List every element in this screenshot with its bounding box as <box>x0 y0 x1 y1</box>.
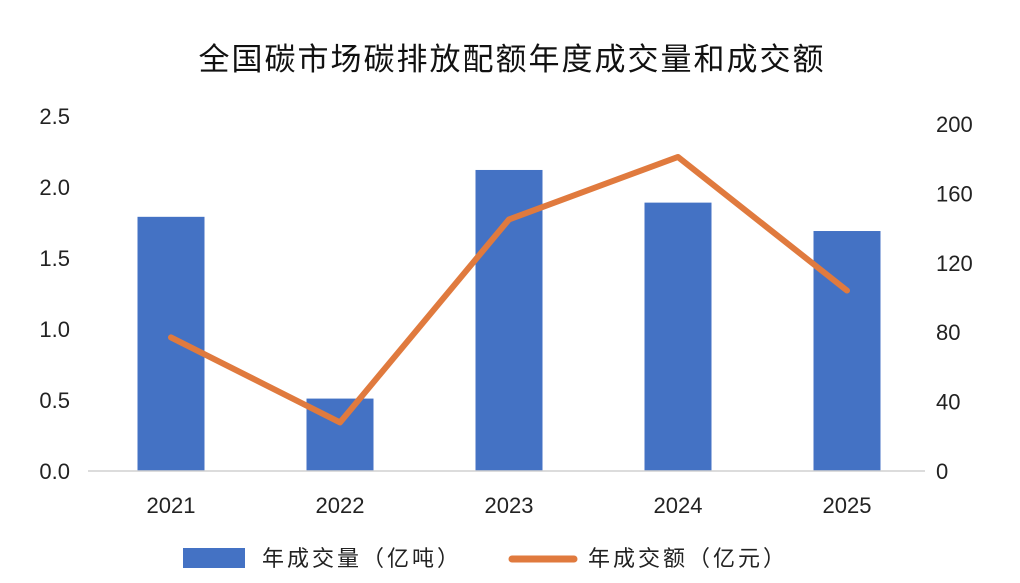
y-left-tick-label: 1.0 <box>39 317 70 342</box>
line-point <box>170 336 172 339</box>
bar <box>644 202 712 471</box>
line-point <box>508 218 510 221</box>
y-left-tick-label: 1.5 <box>39 246 70 271</box>
line-point <box>339 421 341 424</box>
plot-area: 0.0 0.5 1.0 1.5 2.0 2.5 0 40 80 120 160 200 2021 2022… <box>39 104 972 518</box>
y-left-tick-label: 2.0 <box>39 175 70 200</box>
bar <box>813 231 881 471</box>
legend-label: 年成交量（亿吨） <box>262 547 462 572</box>
bar <box>475 169 543 471</box>
x-tick-label: 2023 <box>485 493 534 518</box>
y-right-tick-label: 80 <box>936 320 960 345</box>
y-right-tick-label: 0 <box>936 459 948 484</box>
x-tick-label: 2025 <box>823 493 872 518</box>
legend: 年成交量（亿吨） 年成交额（亿元） <box>183 547 788 572</box>
x-tick-label: 2022 <box>316 493 365 518</box>
y-right-tick-label: 120 <box>936 251 973 276</box>
legend-swatch-bar <box>183 548 245 568</box>
x-tick-label: 2021 <box>147 493 196 518</box>
line-point <box>846 289 848 292</box>
y-right-tick-label: 160 <box>936 181 973 206</box>
y-right-tick-label: 40 <box>936 390 960 415</box>
line-point <box>677 155 679 158</box>
y-left-tick-label: 0.5 <box>39 388 70 413</box>
legend-label: 年成交额（亿元） <box>588 547 788 572</box>
x-tick-label: 2024 <box>654 493 703 518</box>
y-left-tick-label: 0.0 <box>39 459 70 484</box>
y-right-tick-label: 200 <box>936 112 973 137</box>
bar <box>137 216 205 471</box>
y-left-tick-label: 2.5 <box>39 104 70 129</box>
chart-title: 全国碳市场碳排放配额年度成交量和成交额 <box>199 42 826 78</box>
